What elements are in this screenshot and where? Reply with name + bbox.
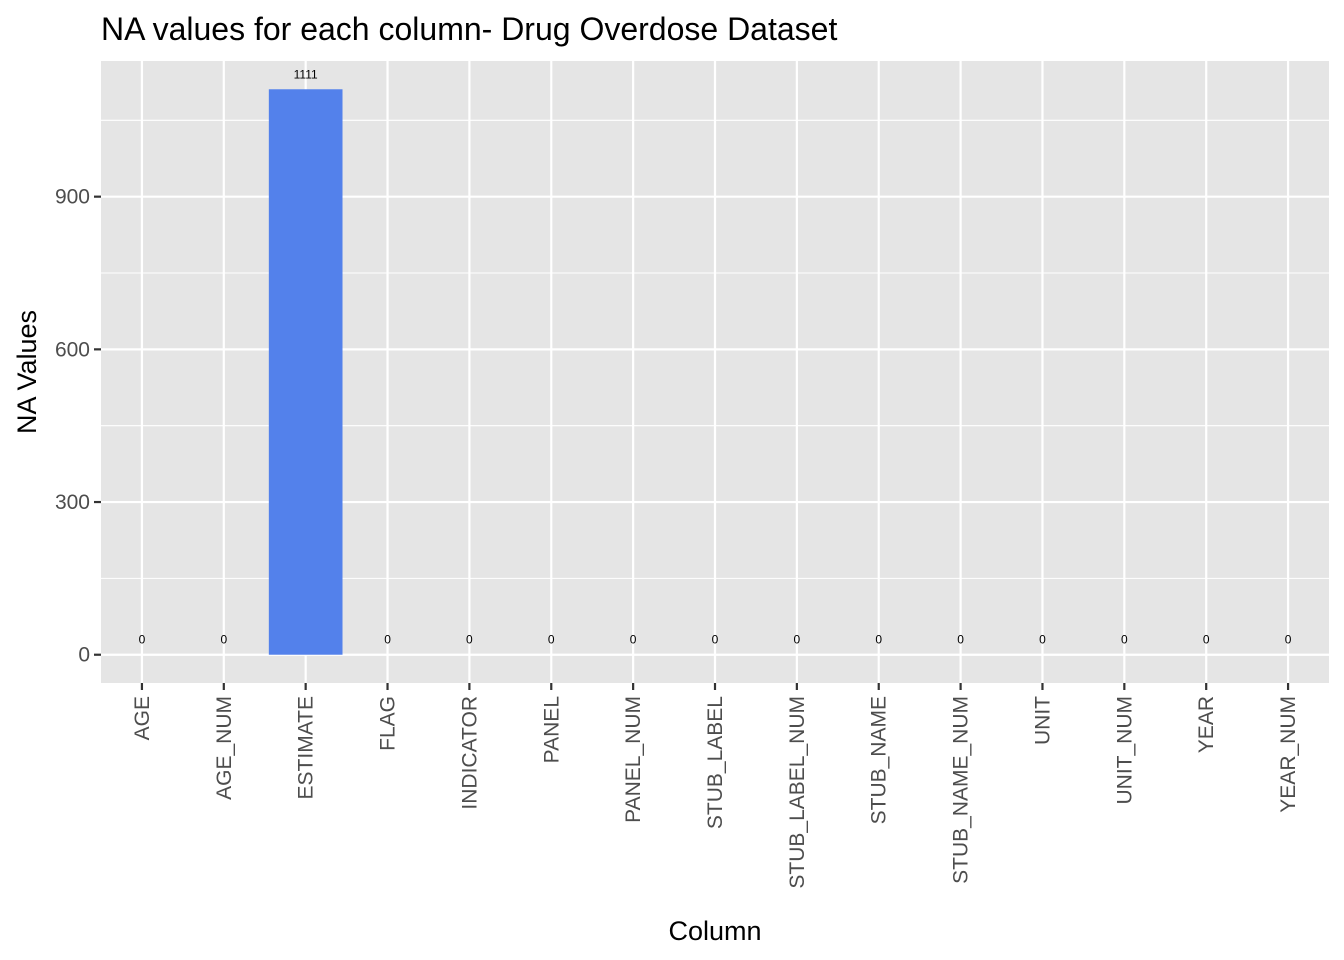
x-tick-label: STUB_NAME: [868, 696, 891, 824]
data-label: 0: [875, 633, 882, 647]
data-label: 0: [1203, 633, 1210, 647]
y-tick-label: 0: [78, 644, 90, 667]
x-tick-label: YEAR_NUM: [1277, 696, 1300, 813]
data-label: 0: [1285, 633, 1292, 647]
x-tick-label: STUB_NAME_NUM: [950, 696, 973, 884]
x-tick-label: UNIT_NUM: [1113, 696, 1136, 805]
y-tick-label: 900: [55, 186, 90, 209]
x-tick-label: STUB_LABEL: [704, 696, 727, 829]
x-tick-label: YEAR: [1195, 696, 1218, 753]
x-tick-label: STUB_LABEL_NUM: [786, 696, 809, 889]
data-label: 1111: [294, 67, 318, 81]
data-label: 0: [794, 633, 801, 647]
data-label: 0: [548, 633, 555, 647]
data-label: 0: [1039, 633, 1046, 647]
y-tick-label: 600: [55, 338, 90, 361]
data-label: 0: [139, 633, 146, 647]
y-tick-label: 300: [55, 491, 90, 514]
x-tick-label: PANEL: [540, 696, 563, 763]
x-tick-label: UNIT: [1031, 696, 1054, 745]
bar-estimate: [268, 89, 343, 655]
x-tick-label: AGE: [131, 696, 154, 740]
x-axis-title: Column: [668, 916, 761, 946]
data-label: 0: [220, 633, 227, 647]
x-tick-label: AGE_NUM: [213, 696, 236, 800]
x-tick-label: INDICATOR: [458, 696, 481, 810]
x-tick-label: ESTIMATE: [295, 696, 318, 799]
data-label: 0: [957, 633, 964, 647]
data-label: 0: [384, 633, 391, 647]
y-axis-title: NA Values: [12, 310, 42, 434]
data-label: 0: [466, 633, 473, 647]
data-label: 0: [630, 633, 637, 647]
x-tick-label: FLAG: [377, 696, 400, 751]
plot-area: 0 0 1111 0 0 0 0 0 0 0 0 0 0 0 0 0 300 600 900 AGE AGE_NUM ES…: [55, 61, 1329, 889]
data-label: 0: [1121, 633, 1128, 647]
chart-title: NA values for each column- Drug Overdose…: [101, 11, 837, 47]
x-tick-label: PANEL_NUM: [622, 696, 645, 823]
data-label: 0: [712, 633, 719, 647]
